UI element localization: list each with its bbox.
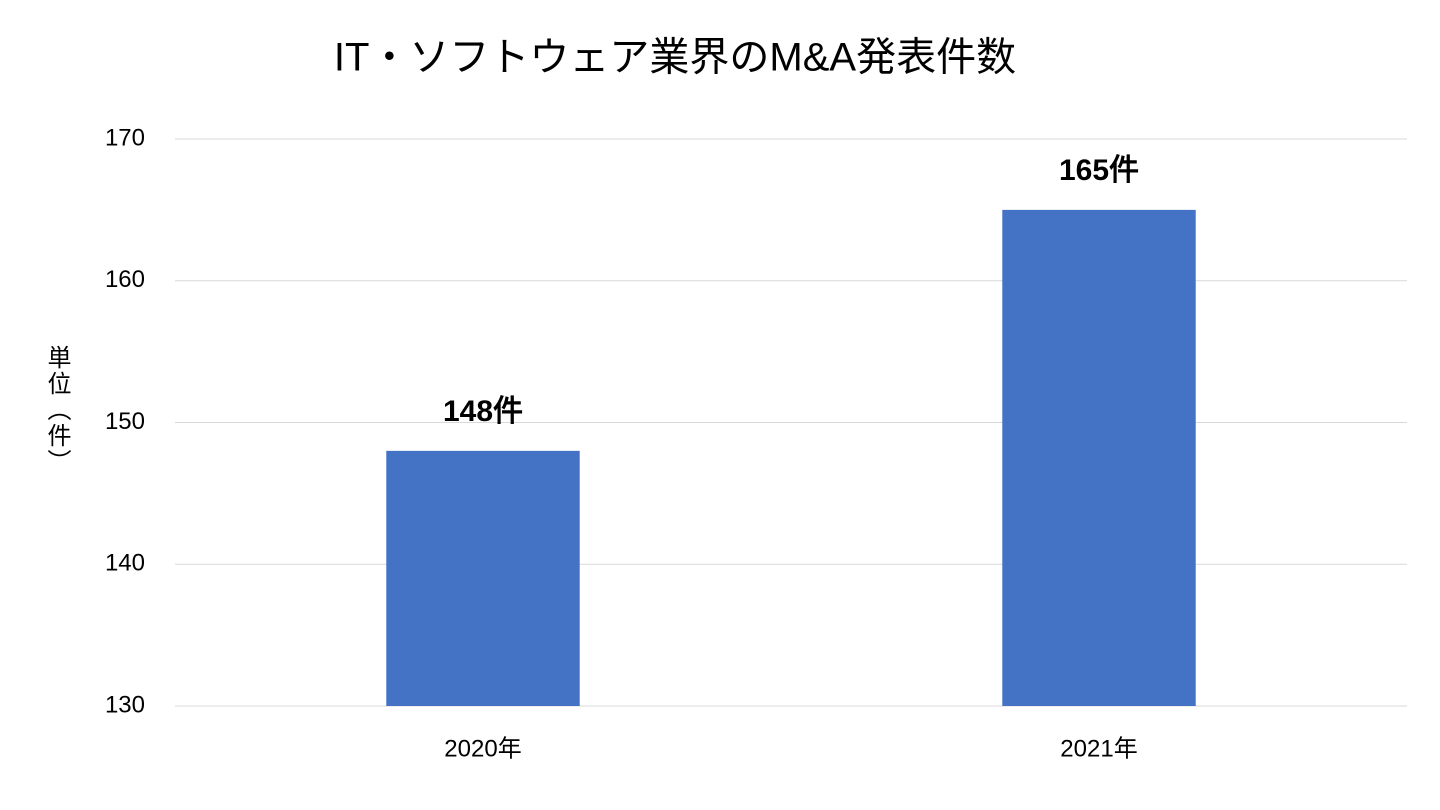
- x-tick-label: 2020年: [444, 735, 521, 762]
- y-tick-label: 160: [105, 266, 145, 293]
- y-tick-label: 150: [105, 408, 145, 435]
- chart-title: IT・ソフトウェア業界のM&A発表件数: [334, 36, 1016, 80]
- y-tick-label: 140: [105, 550, 145, 577]
- bar: [1002, 209, 1196, 706]
- x-tick-label: 2021年: [1060, 735, 1137, 762]
- y-axis-label: 単位（件）: [43, 345, 70, 475]
- y-tick-label: 130: [105, 691, 145, 718]
- value-label: 148件: [443, 395, 523, 428]
- value-label: 165件: [1059, 154, 1139, 187]
- bar: [386, 450, 580, 706]
- y-tick-label: 170: [105, 124, 145, 151]
